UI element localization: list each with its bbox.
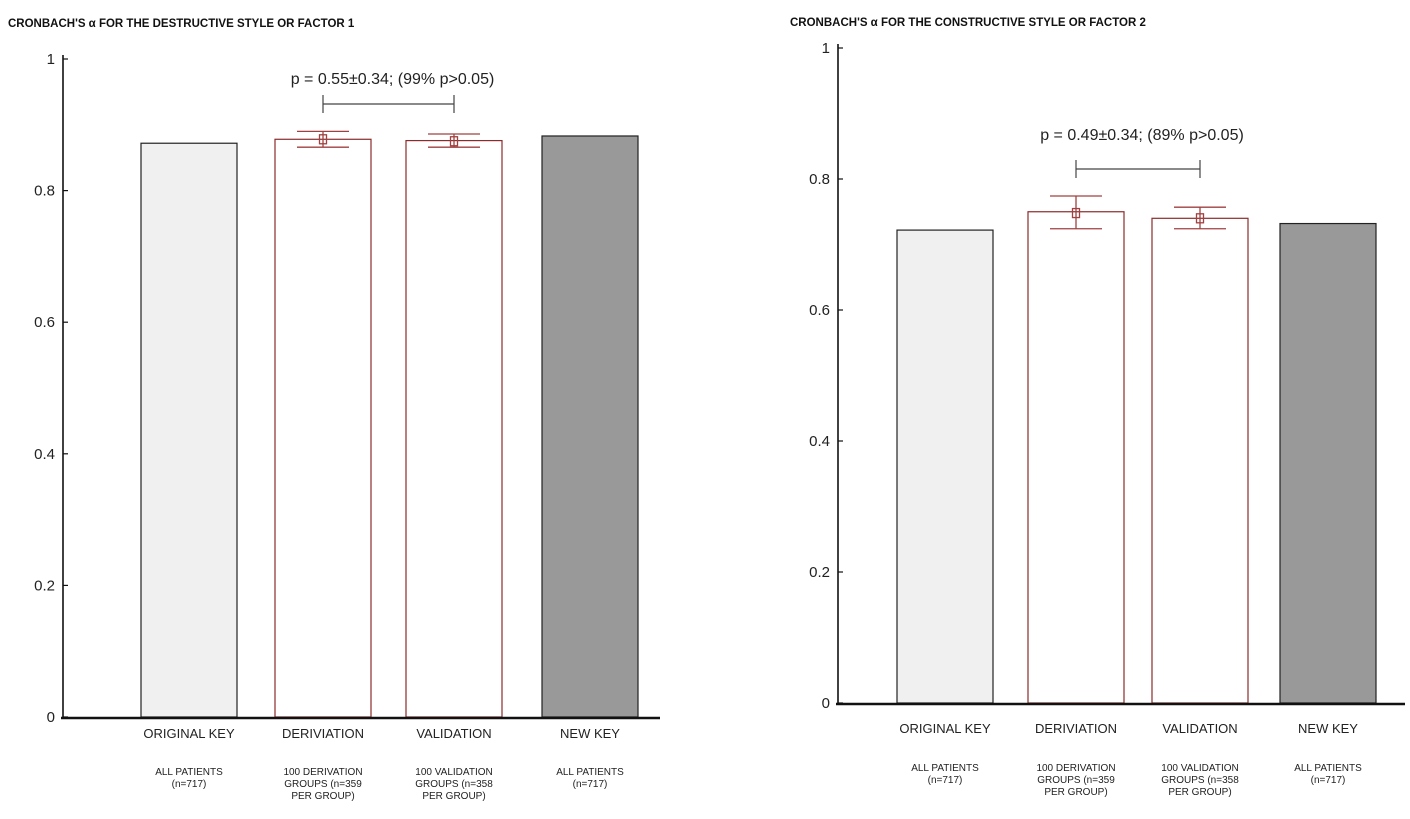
category-note: 100 DERIVATION [283, 767, 362, 778]
mean-marker [1071, 207, 1081, 219]
category-note: GROUPS (n=359 [284, 779, 362, 790]
y-tick-label: 0.2 [809, 564, 830, 581]
category-note: PER GROUP) [291, 791, 354, 802]
chart-2: CRONBACH'S α FOR THE CONSTRUCTIVE STYLE … [790, 17, 1405, 798]
y-tick-label: 0.8 [34, 183, 55, 200]
category-label: DERIVIATION [282, 726, 364, 741]
significance-annotation: p = 0.49±0.34; (89% p>0.05) [1040, 127, 1244, 144]
category-label: NEW KEY [1298, 721, 1358, 736]
bar-validation [1151, 217, 1249, 704]
category-label: NEW KEY [560, 726, 620, 741]
bar-validation [405, 139, 503, 718]
category-note: 100 VALIDATION [415, 767, 492, 778]
y-tick-label: 0.2 [34, 577, 55, 594]
category-note: ALL PATIENTS [911, 763, 979, 774]
mean-marker [1195, 213, 1205, 224]
chart-title: CRONBACH'S α FOR THE CONSTRUCTIVE STYLE … [790, 17, 1146, 29]
category-note: PER GROUP) [422, 791, 485, 802]
category-label: ORIGINAL KEY [899, 721, 991, 736]
category-note: PER GROUP) [1044, 787, 1107, 798]
y-tick-label: 1 [47, 51, 55, 68]
category-note: 100 DERIVATION [1036, 763, 1115, 774]
bar-new-key [1279, 222, 1377, 704]
bar-new-key [541, 135, 639, 718]
bar-deriviation [1027, 211, 1125, 704]
chart-title: CRONBACH'S α FOR THE DESTRUCTIVE STYLE O… [8, 18, 355, 30]
category-note: PER GROUP) [1168, 787, 1231, 798]
category-note: (n=717) [172, 779, 207, 790]
y-tick-label: 0 [47, 709, 55, 726]
y-tick-label: 0 [822, 695, 830, 712]
category-note: 100 VALIDATION [1161, 763, 1238, 774]
y-tick-label: 0.6 [809, 302, 830, 319]
chart-1: CRONBACH'S α FOR THE DESTRUCTIVE STYLE O… [8, 18, 660, 802]
category-note: (n=717) [573, 779, 608, 790]
category-note: (n=717) [1311, 775, 1346, 786]
category-label: VALIDATION [1162, 721, 1237, 736]
category-note: (n=717) [928, 775, 963, 786]
bar-original-key [140, 142, 238, 718]
mean-marker [318, 134, 328, 145]
y-tick-label: 0.4 [809, 433, 830, 450]
y-tick-label: 0.4 [34, 446, 55, 463]
category-note: GROUPS (n=358 [1161, 775, 1239, 786]
category-note: ALL PATIENTS [556, 767, 624, 778]
category-note: ALL PATIENTS [1294, 763, 1362, 774]
bar-deriviation [274, 138, 372, 718]
category-label: ORIGINAL KEY [143, 726, 235, 741]
category-label: DERIVIATION [1035, 721, 1117, 736]
y-tick-label: 0.8 [809, 171, 830, 188]
category-note: ALL PATIENTS [155, 767, 223, 778]
mean-marker [449, 136, 459, 147]
y-tick-label: 1 [822, 40, 830, 57]
category-note: GROUPS (n=358 [415, 779, 493, 790]
category-note: GROUPS (n=359 [1037, 775, 1115, 786]
significance-annotation: p = 0.55±0.34; (99% p>0.05) [291, 71, 495, 88]
category-label: VALIDATION [416, 726, 491, 741]
y-tick-label: 0.6 [34, 314, 55, 331]
bar-original-key [896, 229, 994, 704]
